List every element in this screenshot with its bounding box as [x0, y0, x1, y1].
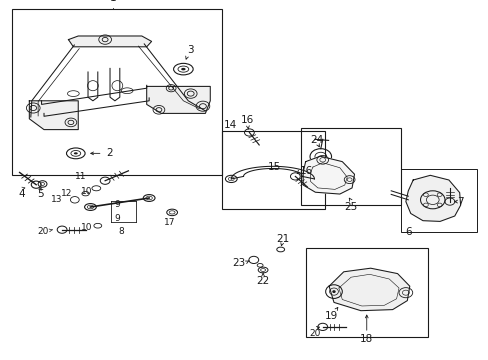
Polygon shape	[303, 156, 354, 194]
Text: 11: 11	[75, 172, 86, 181]
Text: 20: 20	[308, 329, 320, 338]
Polygon shape	[68, 36, 151, 47]
Text: 14: 14	[224, 120, 237, 130]
Text: 15: 15	[267, 162, 280, 172]
Text: 22: 22	[256, 276, 269, 287]
Ellipse shape	[74, 152, 78, 154]
Text: 24: 24	[309, 135, 323, 145]
Text: 12: 12	[61, 189, 72, 198]
Text: 21: 21	[275, 234, 289, 244]
Text: 10: 10	[81, 187, 93, 196]
Polygon shape	[405, 175, 460, 221]
Bar	[305, 248, 427, 337]
Bar	[400, 169, 476, 232]
Text: 1: 1	[110, 0, 117, 3]
Text: 18: 18	[359, 334, 373, 344]
Bar	[12, 9, 222, 175]
Text: 9: 9	[114, 200, 120, 209]
Text: 2: 2	[106, 148, 113, 158]
Text: 8: 8	[118, 227, 123, 236]
Ellipse shape	[332, 290, 335, 293]
Polygon shape	[146, 86, 210, 113]
Bar	[300, 128, 400, 205]
Text: 5: 5	[37, 189, 44, 199]
Text: 10: 10	[81, 223, 93, 232]
Text: 17: 17	[163, 218, 175, 227]
Ellipse shape	[181, 68, 185, 71]
Text: 23: 23	[232, 258, 245, 268]
Text: 6: 6	[404, 227, 411, 237]
Bar	[222, 131, 325, 209]
Text: 9: 9	[114, 214, 120, 223]
Polygon shape	[328, 268, 409, 311]
Text: 7: 7	[456, 197, 463, 207]
Text: 4: 4	[18, 189, 25, 199]
Polygon shape	[29, 101, 78, 130]
Text: 16: 16	[300, 166, 313, 176]
Text: 3: 3	[187, 45, 194, 55]
Text: 16: 16	[241, 114, 254, 125]
Text: 20: 20	[38, 227, 49, 236]
Text: 25: 25	[344, 202, 357, 212]
Text: 19: 19	[324, 311, 337, 321]
Text: 13: 13	[51, 195, 62, 204]
